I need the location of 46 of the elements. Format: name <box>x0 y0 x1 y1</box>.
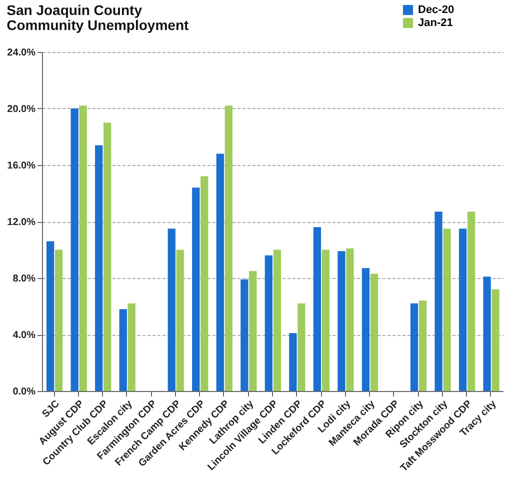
bar <box>322 250 330 391</box>
bar <box>458 228 467 391</box>
chart-subtitle: Community Unemployment <box>6 17 189 33</box>
bar <box>289 333 297 391</box>
legend-label: Dec-20 <box>418 4 454 16</box>
bar <box>54 250 63 391</box>
bar <box>370 274 378 391</box>
bar <box>79 106 87 391</box>
bar <box>70 108 78 391</box>
y-tick-label: 4.0% <box>12 330 36 341</box>
bar <box>346 248 354 391</box>
y-tick-label: 24.0% <box>7 48 36 58</box>
bar <box>264 255 272 391</box>
bar <box>200 176 208 391</box>
x-tick-label: SJC <box>40 398 62 420</box>
bar <box>168 228 176 391</box>
bar <box>216 154 224 391</box>
bar <box>313 227 322 391</box>
bar <box>443 228 451 391</box>
bar <box>224 106 232 391</box>
y-tick-label: 20.0% <box>7 104 36 115</box>
bar <box>418 300 427 391</box>
bar <box>240 279 248 391</box>
bar <box>273 250 281 391</box>
bar <box>434 212 442 391</box>
bar <box>192 188 200 391</box>
bar <box>298 303 306 391</box>
legend-label: Jan-21 <box>418 17 453 29</box>
y-tick-label: 12.0% <box>7 217 36 228</box>
bar <box>492 289 500 391</box>
bar <box>176 250 184 391</box>
chart-title: San Joaquin County <box>6 2 142 18</box>
bar <box>128 303 136 391</box>
bar <box>410 303 418 391</box>
bar <box>467 212 476 391</box>
bar <box>95 145 103 391</box>
bar <box>249 270 257 391</box>
y-tick-label: 16.0% <box>7 160 36 172</box>
bar <box>46 241 54 391</box>
bar <box>119 309 127 391</box>
bar <box>483 276 491 391</box>
y-tick-label: 8.0% <box>12 274 36 284</box>
bar <box>338 251 346 391</box>
y-tick-label: 0.0% <box>12 386 36 398</box>
bar <box>362 268 370 391</box>
bar <box>104 122 112 391</box>
